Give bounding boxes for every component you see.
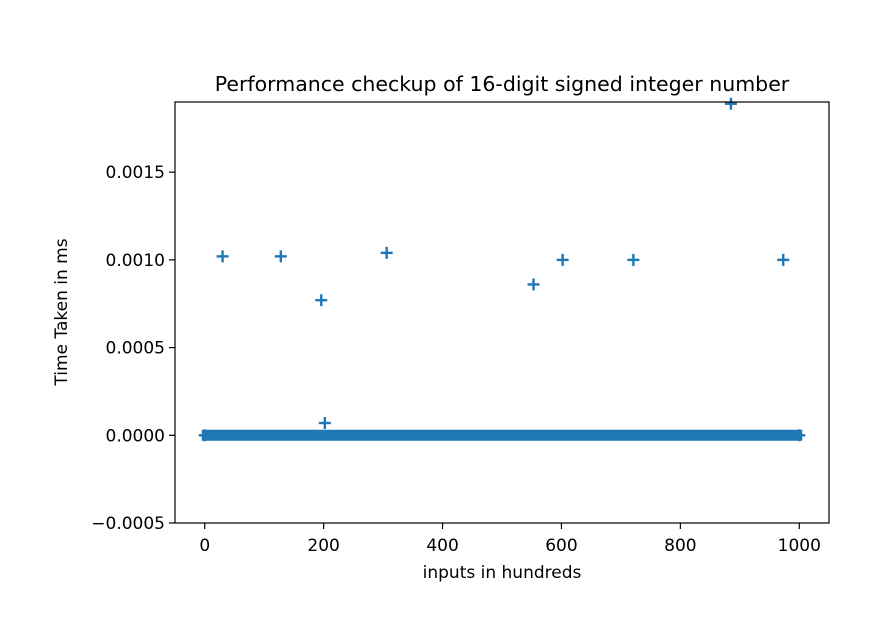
data-point (216, 250, 229, 263)
data-point (627, 253, 640, 266)
x-axis-ticks: 0 200 400 600 800 1000 (199, 523, 821, 556)
x-tick-label: 600 (545, 536, 577, 556)
data-point (777, 253, 790, 266)
baseline-end-point (793, 429, 806, 442)
x-tick-label: 400 (426, 536, 458, 556)
y-tick-label: 0.0010 (106, 251, 165, 271)
data-point (527, 278, 540, 291)
data-point (318, 417, 331, 430)
data-point (380, 246, 393, 259)
chart-title: Performance checkup of 16-digit signed i… (215, 72, 790, 96)
y-axis-ticks: −0.0005 0.0000 0.0005 0.0010 0.0015 (91, 163, 175, 534)
data-point (556, 253, 569, 266)
x-tick-label: 1000 (778, 536, 821, 556)
x-tick-label: 0 (199, 536, 210, 556)
y-tick-label: −0.0005 (91, 514, 165, 534)
plot-area (198, 97, 806, 442)
data-point (315, 294, 328, 307)
x-tick-label: 800 (664, 536, 696, 556)
x-axis-label: inputs in hundreds (423, 563, 582, 583)
y-tick-label: 0.0000 (106, 426, 165, 446)
y-tick-label: 0.0005 (106, 339, 165, 359)
x-tick-label: 200 (307, 536, 339, 556)
axes-frame (174, 101, 830, 524)
baseline-end-point (198, 429, 211, 442)
y-axis-label: Time Taken in ms (52, 238, 72, 386)
y-tick-label: 0.0015 (106, 163, 165, 183)
data-point (724, 97, 737, 110)
data-point (274, 250, 287, 263)
